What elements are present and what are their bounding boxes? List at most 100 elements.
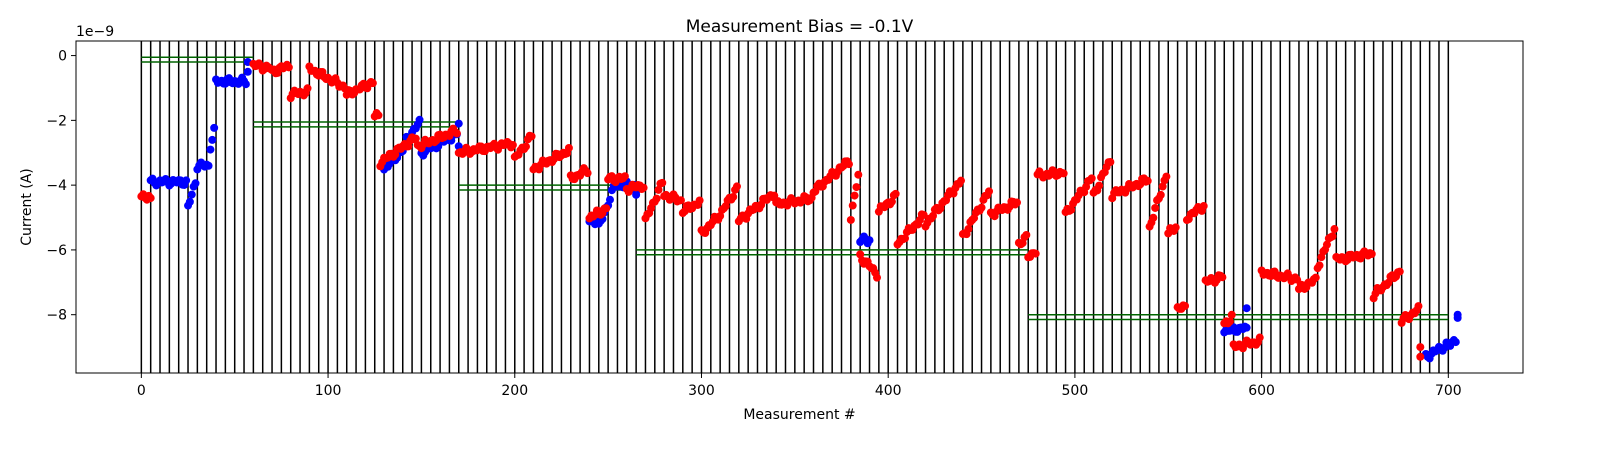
plot-frame [75,40,1524,374]
y-axis-exponent: 1e−9 [76,24,114,40]
data-point [1199,202,1208,211]
data-points [137,58,1462,363]
data-point [854,170,863,179]
data-point [1451,338,1460,347]
data-point [1067,205,1076,214]
data-point [658,178,667,187]
data-point [191,179,200,188]
data-point [1149,213,1158,222]
data-point [1328,232,1337,241]
data-point [852,183,861,192]
x-tick-label: 100 [315,383,342,399]
data-point [919,210,928,219]
data-point [1171,223,1180,232]
x-tick-label: 0 [137,383,146,399]
data-point [185,197,194,206]
data-point [957,176,966,185]
data-point [1242,304,1251,313]
data-point [1156,190,1165,199]
y-tick-label: −8 [46,308,67,324]
data-point [887,197,896,206]
x-tick-label: 400 [875,383,902,399]
data-point [602,204,611,213]
data-point [639,183,648,192]
level-lines [141,56,1449,321]
data-point [865,236,874,245]
data-point [241,80,250,89]
data-point [1367,250,1376,259]
data-point [1227,310,1236,319]
data-point [415,115,424,124]
data-point [844,160,853,169]
data-point [303,84,312,93]
measurement-divider-lines [140,41,1450,373]
data-point [583,169,592,178]
data-point [564,143,573,152]
data-point [411,134,420,143]
data-point [856,250,865,259]
y-tick-label: 0 [58,49,67,65]
data-point [654,185,663,194]
data-point [716,211,725,220]
x-axis-label: Measurement # [743,407,855,423]
x-tick-label: 700 [1435,383,1462,399]
data-point [1158,182,1167,191]
data-point [1162,172,1171,181]
data-point [1022,230,1031,239]
y-tick-label: −2 [46,113,67,129]
data-point [187,190,196,199]
data-point [1013,198,1022,207]
data-point [1416,343,1425,352]
data-point [872,273,881,282]
data-point [204,161,213,170]
data-point [1242,323,1251,332]
data-point [891,189,900,198]
data-point [1143,176,1152,185]
data-point [652,194,661,203]
x-tick-label: 600 [1248,383,1275,399]
data-point [521,142,530,151]
data-point [374,111,383,120]
data-point [1315,261,1324,270]
data-point [1311,273,1320,282]
data-point [1151,203,1160,212]
data-point [454,119,463,128]
x-tick-label: 200 [501,383,528,399]
data-point [1322,240,1331,249]
data-point [928,211,937,220]
data-point [1095,181,1104,190]
data-point [977,203,986,212]
data-point [900,234,909,243]
x-tick-label: 500 [1062,383,1089,399]
data-point [850,191,859,200]
data-point [846,215,855,224]
data-point [1384,278,1393,287]
data-point [1031,249,1040,258]
data-point [1414,302,1423,311]
data-point [1453,310,1462,319]
data-point [208,135,217,144]
data-point [210,123,219,132]
y-axis: 0 −2 −4 −6 −8 [46,49,76,324]
data-point [729,192,738,201]
chart-title: Measurement Bias = -0.1V [686,17,914,37]
data-point [1395,267,1404,276]
data-point [732,182,741,191]
data-point [1059,169,1068,178]
data-point [676,196,685,205]
data-point [1106,158,1115,167]
data-point [508,141,517,150]
x-axis: 0 100 200 300 400 500 600 700 [137,373,1462,399]
data-point [1225,317,1234,326]
data-point [695,196,704,205]
data-point [182,176,191,185]
data-point [527,132,536,141]
data-point [964,224,973,233]
x-tick-label: 300 [688,383,715,399]
data-point [1181,301,1190,310]
data-point [1416,352,1425,361]
y-tick-label: −4 [46,178,67,194]
data-point [985,187,994,196]
y-tick-label: −6 [46,243,67,259]
